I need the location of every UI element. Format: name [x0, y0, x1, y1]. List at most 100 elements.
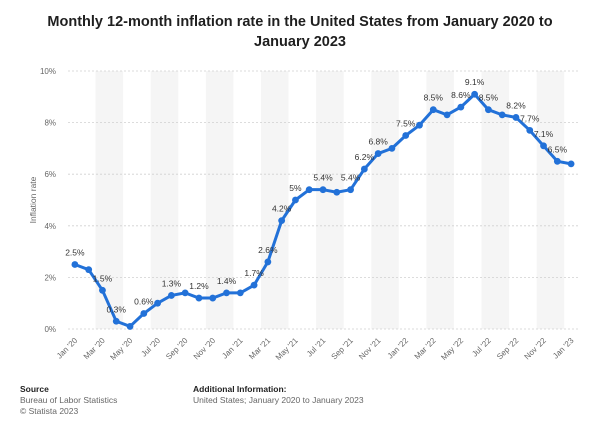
data-point	[236, 289, 244, 297]
data-point	[319, 186, 327, 194]
y-axis-ticks: 0% 2% 4% 6% 8% 10%	[40, 67, 56, 334]
data-label: 5.4%	[341, 173, 361, 183]
data-label: 8.5%	[479, 93, 499, 103]
chart-title: Monthly 12-month inflation rate in the U…	[47, 14, 553, 50]
data-point	[512, 114, 520, 121]
data-label: 5%	[289, 183, 302, 193]
data-labels: 2.5% 1.5% 0.3% 0.6% 1.3% 1.2% 1.4% 1.7% 2.6% 4.2%…	[65, 77, 567, 314]
x-tick-label: May '20	[108, 336, 134, 362]
data-point	[457, 103, 465, 111]
y-tick-label: 4%	[44, 222, 56, 231]
data-points	[71, 90, 575, 330]
y-axis-label: Inflation rate	[28, 176, 38, 223]
plot-band	[205, 71, 234, 329]
data-point	[112, 317, 120, 325]
data-point	[71, 261, 79, 268]
data-point	[416, 121, 423, 129]
data-point	[429, 106, 437, 114]
data-point	[402, 132, 410, 139]
data-point	[471, 90, 479, 98]
x-tick-label: Jul '22	[470, 336, 493, 359]
data-point	[292, 196, 299, 204]
data-point	[388, 145, 396, 152]
x-axis-ticks: Jan '20 Mar '20 May '20 Jul '20 Sep '20 Nov '…	[55, 336, 576, 362]
data-label: 9.1%	[465, 77, 485, 87]
data-label: 1.5%	[93, 273, 113, 283]
x-tick-label: Mar '21	[247, 336, 272, 361]
data-label: 6.5%	[548, 144, 568, 154]
plot-band	[150, 71, 179, 329]
x-tick-label: Jan '22	[386, 336, 411, 361]
data-label: 1.2%	[189, 281, 209, 291]
y-tick-label: 8%	[44, 119, 56, 128]
data-label: 5.4%	[313, 173, 333, 183]
data-label: 7.1%	[534, 129, 554, 139]
x-tick-label: Jan '20	[55, 336, 80, 361]
x-tick-label: Sep '22	[495, 336, 521, 362]
data-label: 4.2%	[272, 204, 292, 214]
x-tick-label: Mar '20	[82, 336, 107, 361]
data-label: 6.8%	[368, 137, 388, 147]
data-point	[360, 165, 368, 173]
data-label: 6.2%	[355, 152, 375, 162]
x-tick-label: May '21	[274, 336, 300, 362]
data-label: 0.3%	[107, 304, 127, 314]
y-tick-label: 0%	[44, 325, 56, 334]
data-point	[485, 106, 492, 114]
data-point	[140, 310, 148, 317]
data-point	[374, 150, 382, 157]
x-tick-label: Jan '23	[551, 336, 576, 361]
x-tick-label: Sep '20	[164, 336, 190, 362]
source-line-1[interactable]: Bureau of Labor Statistics	[20, 395, 118, 405]
data-point	[209, 294, 217, 302]
data-label: 8.6%	[451, 90, 471, 100]
data-label: 1.3%	[162, 278, 182, 288]
data-point	[305, 186, 313, 194]
data-point	[264, 258, 272, 266]
data-point	[553, 157, 561, 165]
data-point	[540, 142, 547, 150]
plot-band	[260, 71, 289, 329]
data-point	[99, 286, 106, 294]
y-tick-label: 10%	[40, 67, 56, 76]
data-label: 2.6%	[258, 245, 278, 255]
data-point	[223, 289, 230, 297]
gridlines	[68, 70, 578, 330]
data-label: 2.5%	[65, 248, 85, 258]
x-tick-label: Nov '22	[523, 336, 549, 362]
data-label: 8.5%	[424, 93, 444, 103]
x-tick-label: Jan '21	[220, 336, 245, 361]
data-point	[347, 186, 354, 194]
additional-info-heading: Additional Information:	[193, 384, 287, 394]
additional-info-block: Additional Information: United States; J…	[193, 384, 364, 406]
x-tick-label: Jul '20	[139, 336, 162, 359]
data-point	[333, 188, 341, 196]
plot-band	[316, 71, 344, 329]
data-label: 0.6%	[134, 297, 154, 307]
source-line-2[interactable]: © Statista 2023	[20, 406, 79, 416]
y-tick-label: 6%	[44, 170, 56, 179]
data-point	[567, 160, 575, 168]
data-point	[167, 292, 175, 299]
plot-band	[371, 71, 399, 329]
data-point	[181, 289, 189, 297]
data-label: 8.2%	[506, 100, 526, 110]
data-point	[154, 299, 161, 307]
source-block: Source Bureau of Labor Statistics © Stat…	[20, 384, 117, 417]
data-label: 1.4%	[217, 276, 237, 286]
data-point	[526, 126, 534, 134]
data-label: 7.7%	[520, 113, 540, 123]
x-tick-label: Jul '21	[305, 336, 328, 359]
data-label: 7.5%	[396, 119, 416, 129]
additional-info-line-1: United States; January 2020 to January 2…	[193, 395, 364, 405]
data-label: 1.7%	[244, 268, 264, 278]
data-point	[278, 217, 286, 225]
x-tick-label: May '22	[439, 336, 465, 362]
data-point	[85, 266, 93, 274]
x-tick-label: Nov '20	[192, 336, 218, 362]
data-point	[443, 111, 451, 119]
y-tick-label: 2%	[44, 273, 56, 282]
data-point	[195, 294, 203, 302]
data-point	[250, 281, 258, 289]
